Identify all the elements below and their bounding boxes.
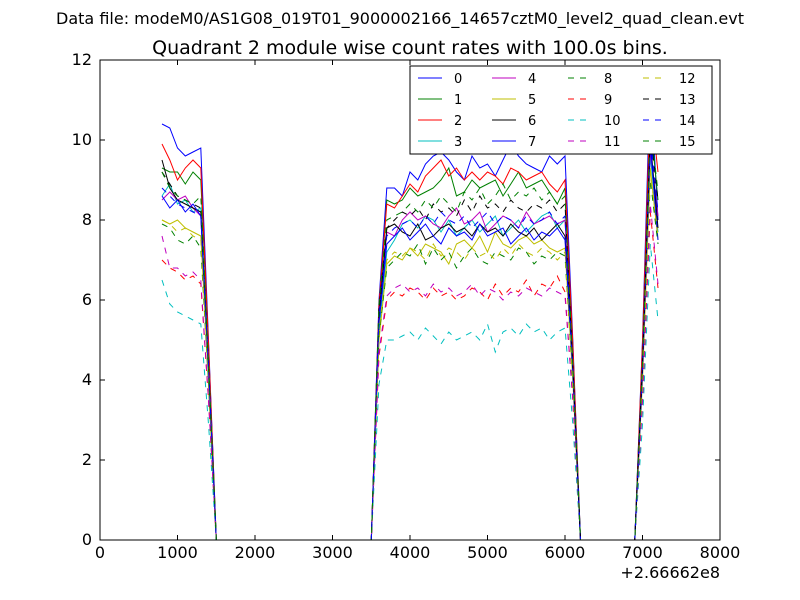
legend-label-1: 1	[454, 93, 462, 108]
series-line-14	[161, 135, 659, 541]
legend-label-6: 6	[528, 114, 536, 129]
y-tick-label: 2	[82, 450, 92, 469]
x-tick-label: 0	[95, 543, 105, 562]
legend-label-11: 11	[604, 135, 621, 150]
series-line-11	[161, 203, 659, 541]
x-offset-label: +2.66662e8	[620, 563, 720, 582]
legend-label-0: 0	[454, 72, 462, 87]
series-layer	[161, 75, 659, 541]
series-line-12	[161, 171, 659, 541]
series-line-13	[161, 131, 659, 541]
legend-label-12: 12	[679, 72, 696, 87]
chart-suptitle: Data file: modeM0/AS1G08_019T01_90000021…	[56, 9, 744, 29]
series-line-2	[161, 99, 659, 541]
legend-label-2: 2	[454, 114, 462, 129]
series-line-5	[161, 167, 659, 541]
x-tick-label: 4000	[390, 543, 431, 562]
series-line-3	[161, 155, 659, 541]
axes-layer: 0 1000 2000 3000 4000 5000 6000 7000 80000246810…	[72, 50, 741, 562]
y-tick-label: 4	[82, 370, 92, 389]
legend-frame	[409, 65, 713, 155]
series-line-9	[161, 211, 659, 541]
y-tick-label: 6	[82, 290, 92, 309]
legend-label-5: 5	[528, 93, 536, 108]
series-line-4	[161, 151, 659, 541]
x-tick-label: 2000	[235, 543, 276, 562]
x-tick-label: 3000	[312, 543, 353, 562]
legend-label-13: 13	[679, 93, 696, 108]
legend-label-9: 9	[604, 93, 612, 108]
x-tick-label: 5000	[467, 543, 508, 562]
chart-title: Quadrant 2 module wise count rates with …	[152, 37, 668, 59]
series-line-8	[161, 179, 659, 541]
legend-label-4: 4	[528, 72, 536, 87]
series-line-15	[161, 123, 659, 541]
legend-label-14: 14	[679, 114, 696, 129]
legend-label-15: 15	[679, 135, 696, 150]
x-tick-label: 8000	[700, 543, 741, 562]
y-tick-label: 8	[82, 210, 92, 229]
y-tick-label: 10	[72, 130, 92, 149]
legend-label-8: 8	[604, 72, 612, 87]
y-tick-label: 0	[82, 530, 92, 549]
series-line-6	[161, 139, 659, 541]
x-tick-label: 6000	[545, 543, 586, 562]
legend-label-7: 7	[528, 135, 536, 150]
y-tick-label: 12	[72, 50, 92, 69]
series-line-10	[161, 243, 659, 541]
series-line-1	[161, 119, 659, 541]
x-tick-label: 1000	[157, 543, 198, 562]
legend-label-3: 3	[454, 135, 462, 150]
x-tick-label: 7000	[622, 543, 663, 562]
legend-label-10: 10	[604, 114, 621, 129]
